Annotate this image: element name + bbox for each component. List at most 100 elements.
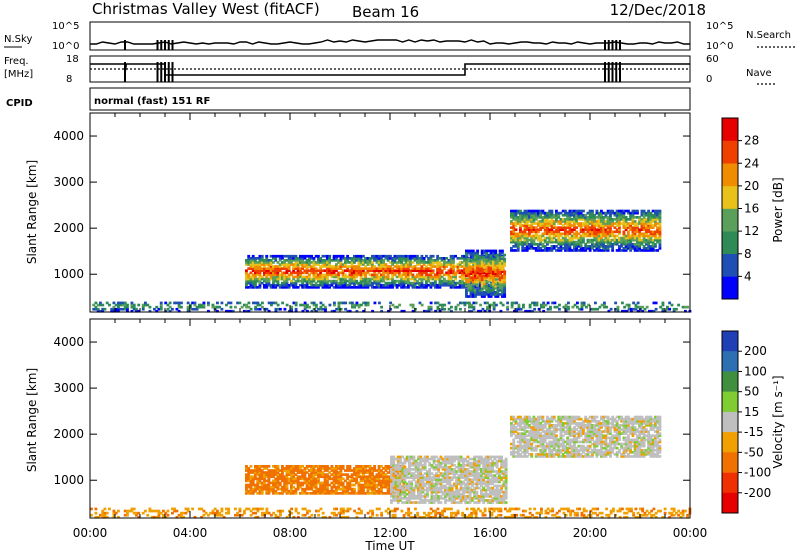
y-tick-label: 2000	[53, 221, 84, 235]
y-tick-label: 1000	[53, 267, 84, 281]
echo-cell	[434, 261, 437, 264]
echo-cell	[492, 262, 495, 265]
echo-cell	[473, 478, 477, 482]
echo-cell	[380, 286, 383, 289]
echo-cell	[310, 271, 314, 275]
echo-cell	[251, 483, 255, 487]
echo-cell	[290, 309, 294, 313]
echo-cell	[595, 228, 599, 232]
echo-cell	[471, 480, 474, 484]
echo-cell	[461, 279, 464, 283]
echo-cell	[390, 488, 393, 492]
echo-cell	[395, 261, 399, 264]
echo-cell	[485, 272, 489, 276]
echo-cell	[575, 230, 579, 234]
echo-cell	[588, 232, 592, 236]
echo-cell	[274, 309, 278, 313]
echo-cell	[566, 222, 570, 225]
echo-cell	[317, 259, 320, 262]
echo-cell	[473, 465, 477, 469]
echo-cell	[570, 242, 574, 246]
echo-cell	[620, 218, 624, 221]
beam-label: Beam 16	[352, 3, 419, 21]
echo-cell	[403, 459, 407, 463]
echo-cell	[528, 216, 531, 219]
echo-cell	[487, 286, 491, 290]
echo-cell	[420, 277, 424, 281]
echo-cell	[371, 269, 374, 273]
echo-cell	[577, 224, 581, 227]
echo-cell	[467, 280, 471, 284]
echo-cell	[399, 480, 402, 484]
echo-cell	[478, 289, 482, 292]
echo-cell	[247, 281, 251, 285]
echo-cell	[245, 279, 248, 283]
echo-cell	[627, 303, 631, 307]
echo-cell	[355, 473, 359, 476]
echo-cell	[467, 284, 471, 288]
echo-cell	[402, 267, 406, 270]
echo-cell	[366, 471, 370, 474]
echo-cell	[186, 309, 190, 313]
echo-cell	[287, 465, 291, 468]
echo-cell	[480, 276, 484, 280]
echo-cell	[294, 487, 298, 491]
echo-cell	[421, 480, 425, 484]
echo-cell	[645, 218, 648, 221]
echo-cell	[390, 463, 393, 467]
echo-cell	[371, 489, 374, 493]
echo-cell	[405, 457, 409, 461]
echo-cell	[216, 309, 219, 313]
echo-cell	[317, 487, 320, 491]
echo-cell	[568, 236, 572, 240]
echo-cell	[441, 476, 445, 479]
echo-cell	[368, 279, 372, 283]
echo-cell	[308, 254, 311, 258]
echo-cell	[285, 263, 289, 266]
echo-cell	[404, 261, 408, 264]
echo-cell	[260, 477, 264, 481]
echo-cell	[326, 492, 329, 495]
echo-cell	[487, 259, 491, 263]
echo-cell	[274, 301, 278, 305]
echo-cell	[532, 236, 536, 240]
echo-cell	[346, 309, 350, 313]
echo-cell	[312, 263, 316, 266]
echo-cell	[285, 479, 289, 483]
echo-cell	[362, 489, 365, 493]
echo-cell	[575, 234, 579, 238]
echo-cell	[294, 279, 298, 283]
echo-cell	[353, 487, 356, 491]
echo-cell	[403, 501, 407, 504]
echo-cell	[629, 240, 633, 244]
echo-cell	[362, 467, 365, 470]
echo-cell	[382, 283, 386, 287]
echo-cell	[486, 307, 489, 311]
echo-cell	[317, 257, 320, 260]
echo-cell	[283, 277, 287, 281]
echo-cell	[287, 265, 291, 268]
echo-cell	[618, 232, 621, 236]
echo-cell	[384, 481, 388, 485]
echo-cell	[301, 483, 305, 487]
echo-cell	[487, 266, 491, 269]
echo-cell	[350, 279, 354, 283]
echo-cell	[393, 271, 397, 275]
echo-cell	[420, 286, 424, 289]
echo-cell	[444, 501, 447, 504]
echo-cell	[344, 259, 347, 262]
echo-cell	[459, 455, 463, 459]
echo-cell	[373, 479, 377, 483]
echo-cell	[285, 279, 289, 283]
echo-cell	[568, 240, 572, 244]
echo-cell	[633, 224, 637, 227]
echo-cell	[287, 259, 291, 262]
echo-cell	[434, 265, 437, 268]
echo-cell	[254, 273, 257, 277]
echo-cell	[351, 305, 354, 309]
echo-cell	[658, 228, 662, 232]
echo-cell	[417, 474, 420, 477]
echo-cell	[274, 469, 278, 472]
echo-cell	[263, 277, 266, 281]
echo-cell	[595, 232, 599, 236]
